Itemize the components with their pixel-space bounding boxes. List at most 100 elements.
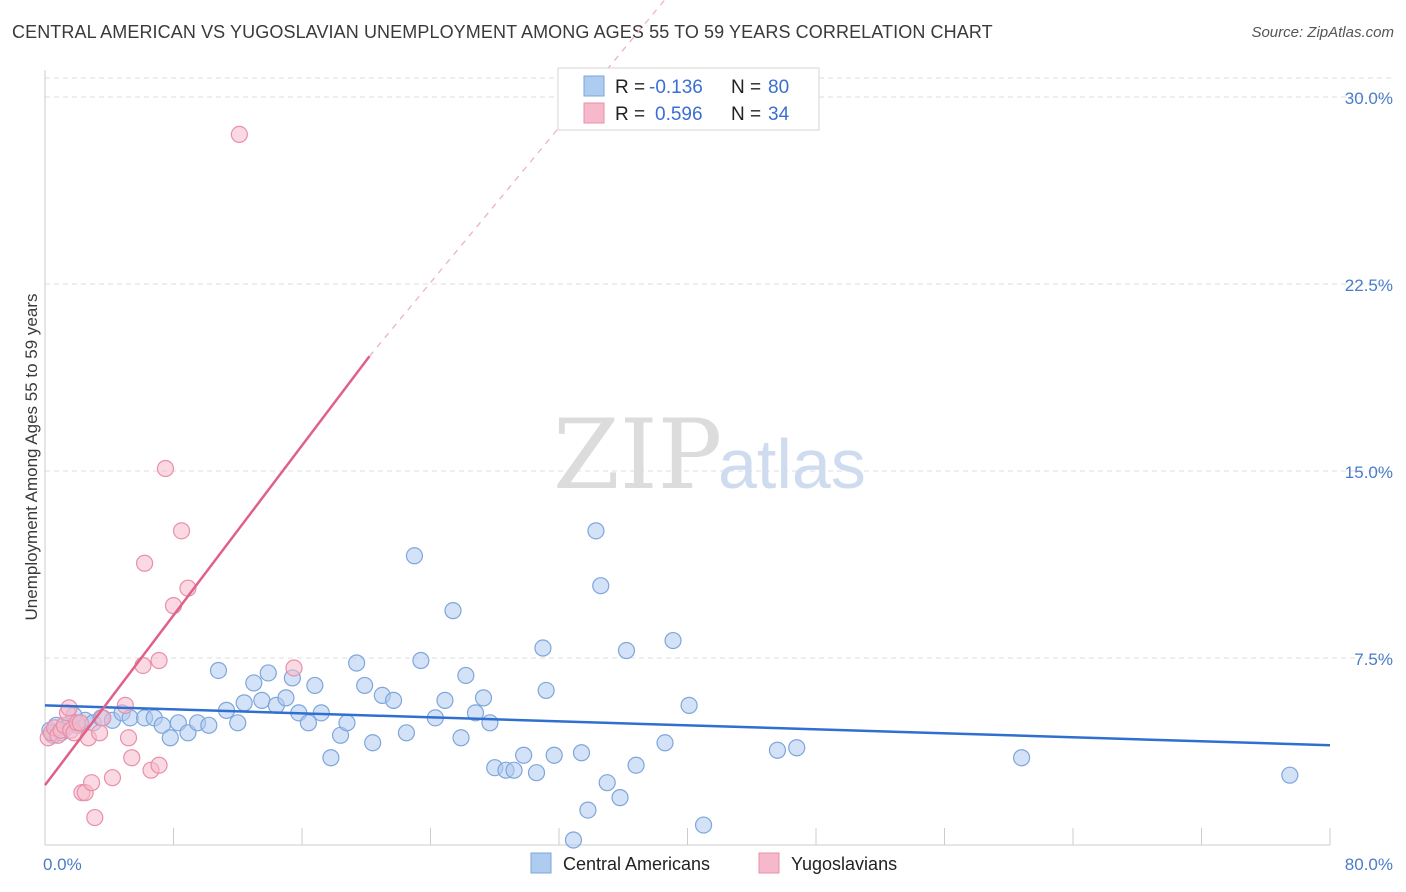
chart-title: CENTRAL AMERICAN VS YUGOSLAVIAN UNEMPLOY… xyxy=(12,22,993,42)
x-tick-label: 80.0% xyxy=(1345,855,1393,874)
yugoslavians-trend-extension xyxy=(368,0,666,357)
central-americans-point xyxy=(579,801,597,819)
central-americans-point xyxy=(259,664,277,682)
central-americans-point xyxy=(515,746,533,764)
central-americans-point xyxy=(299,714,318,732)
central-americans-point xyxy=(452,729,470,747)
central-americans-point xyxy=(611,789,629,807)
central-americans-point xyxy=(322,749,340,767)
central-americans-point xyxy=(788,739,806,757)
yugoslavians-point xyxy=(82,774,101,792)
legend-r-label: R = xyxy=(615,77,645,98)
yugoslavians-trend-line xyxy=(44,355,371,786)
central-americans-point xyxy=(338,714,356,732)
central-americans-point xyxy=(537,681,555,700)
central-americans-point xyxy=(436,691,454,709)
legend-swatch-blue xyxy=(583,75,605,97)
yugoslavians-point xyxy=(150,756,168,774)
central-americans-point xyxy=(598,774,616,792)
central-americans-point xyxy=(572,744,591,762)
y-tick-label: 7.5% xyxy=(1354,650,1393,669)
yugoslavians-point xyxy=(86,808,104,827)
yugoslavians-point xyxy=(119,729,138,747)
central-americans-point xyxy=(384,691,403,709)
legend-r-value: 0.596 xyxy=(655,104,703,125)
legend-n-value: 80 xyxy=(768,77,789,98)
watermark-atlas: atlas xyxy=(718,425,866,503)
yugoslavians-point xyxy=(123,749,141,767)
yugoslavians-point xyxy=(285,659,303,677)
central-americans-point xyxy=(680,696,698,714)
x-tick-label: 0.0% xyxy=(43,855,82,874)
central-americans-point xyxy=(405,547,424,565)
legend-r-label: R = xyxy=(615,104,645,125)
central-americans-point xyxy=(161,729,179,747)
grid-lines xyxy=(45,77,1395,659)
central-americans-point xyxy=(235,694,253,712)
legend-item-central-americans: Central Americans xyxy=(563,854,710,874)
legend-item-central-americans-swatch xyxy=(530,852,552,874)
central-americans-point xyxy=(397,724,416,742)
central-americans-point xyxy=(277,689,295,707)
central-americans-point xyxy=(245,674,263,692)
y-tick-label: 22.5% xyxy=(1345,276,1393,295)
central-americans-point xyxy=(253,691,271,709)
chart-source: Source: ZipAtlas.com xyxy=(1251,24,1394,41)
legend-n-label: N = xyxy=(731,104,761,125)
central-americans-point xyxy=(229,714,247,732)
central-americans-point xyxy=(505,761,523,779)
central-americans-point xyxy=(664,631,682,650)
yugoslavians-point xyxy=(116,696,134,714)
central-americans-trend-line xyxy=(44,704,1331,747)
yugoslavians-point xyxy=(230,125,248,143)
central-americans-point xyxy=(466,704,485,722)
central-americans-point xyxy=(656,734,674,752)
central-americans-point xyxy=(474,689,493,707)
axis-labels: Unemployment Among Ages 55 to 59 years 7… xyxy=(22,89,1393,874)
yugoslavians-point xyxy=(156,459,175,478)
legend-swatch-pink xyxy=(583,102,605,124)
central-americans-point xyxy=(545,746,563,764)
central-americans-point xyxy=(564,831,583,849)
central-americans-point xyxy=(356,676,374,695)
watermark: ZIP atlas xyxy=(553,399,866,511)
central-americans-point xyxy=(306,676,324,695)
y-tick-label: 15.0% xyxy=(1345,463,1393,482)
central-americans-point xyxy=(364,734,382,752)
legend-n-value: 34 xyxy=(768,104,790,125)
legend-item-yugoslavians-swatch xyxy=(758,852,780,874)
central-americans-point xyxy=(587,522,605,540)
central-americans-point xyxy=(627,756,645,774)
trend-lines xyxy=(44,0,1331,786)
legend-n-label: N = xyxy=(731,77,761,98)
y-axis-label: Unemployment Among Ages 55 to 59 years xyxy=(22,294,41,621)
yugoslavians-point xyxy=(135,554,154,572)
central-americans-point xyxy=(457,666,475,685)
yugoslavians-point xyxy=(164,597,183,615)
central-americans-point xyxy=(534,639,552,657)
watermark-zip: ZIP xyxy=(553,399,722,511)
axes xyxy=(44,70,1331,846)
central-americans-point xyxy=(694,816,713,834)
legend-item-yugoslavians: Yugoslavians xyxy=(791,854,897,874)
yugoslavians-point xyxy=(103,769,122,787)
y-tick-label: 30.0% xyxy=(1345,89,1393,108)
central-americans-point xyxy=(1281,766,1299,784)
correlation-legend: R = -0.136 N = 80 R = 0.596 N = 34 xyxy=(557,67,820,131)
yugoslavians-point xyxy=(60,699,78,717)
yugoslavians-point xyxy=(172,522,191,540)
series-legend: Central Americans Yugoslavians xyxy=(530,852,897,874)
central-americans-point xyxy=(527,764,546,782)
central-americans-point xyxy=(481,714,499,732)
central-americans-point xyxy=(209,661,228,680)
central-americans-point xyxy=(592,577,610,595)
yugoslavians-point xyxy=(134,656,152,675)
legend-r-value: -0.136 xyxy=(649,77,703,98)
yugoslavians-point xyxy=(150,651,168,670)
central-americans-point xyxy=(348,654,366,672)
central-americans-point xyxy=(1012,749,1031,767)
yugoslavians-point xyxy=(91,724,109,742)
central-americans-point xyxy=(200,716,218,734)
central-americans-point xyxy=(617,641,636,660)
